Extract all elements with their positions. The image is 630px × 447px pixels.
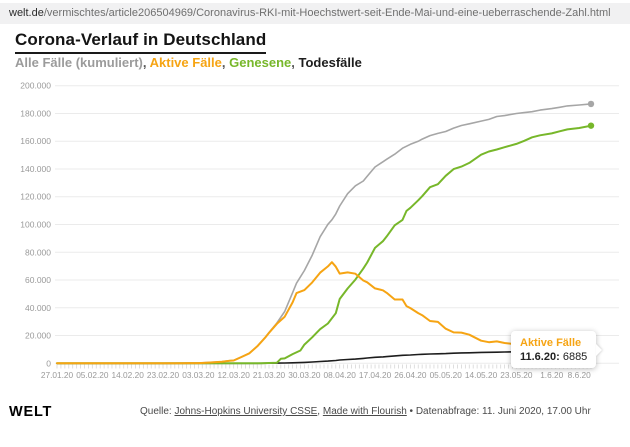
y-axis-label: 140.000 xyxy=(20,164,51,174)
x-axis-label: 8.6.20 xyxy=(568,370,591,380)
series-line-alle-faelle xyxy=(56,103,592,365)
source-suffix: • Datenabfrage: 11. Juni 2020, 17.00 Uhr xyxy=(406,406,591,417)
tooltip-value: 6885 xyxy=(562,351,588,363)
legend-item-todesfaelle: Todesfälle xyxy=(298,55,362,70)
y-axis-label: 40.000 xyxy=(25,303,51,313)
source-link-jhu[interactable]: Johns-Hopkins University CSSE xyxy=(174,406,318,417)
x-axis-label: 03.03.20 xyxy=(182,370,215,380)
series-line-aktive-faelle xyxy=(56,261,592,365)
x-axis-label: 23.02.20 xyxy=(147,370,180,380)
x-axis-label: 30.03.20 xyxy=(288,370,321,380)
x-axis-label: 05.05.20 xyxy=(430,370,463,380)
browser-url-bar[interactable]: welt.de/vermischtes/article206504969/Cor… xyxy=(0,3,630,24)
source-separator: , xyxy=(317,406,323,417)
legend-item-aktive-faelle: Aktive Fälle xyxy=(149,55,222,70)
legend-separator: , xyxy=(221,55,230,70)
y-axis-label: 100.000 xyxy=(20,220,51,230)
y-axis-label: 0 xyxy=(46,358,51,368)
tooltip-value-line: 11.6.20: 6885 xyxy=(520,351,587,363)
url-domain: welt.de xyxy=(9,7,44,19)
y-axis-label: 80.000 xyxy=(25,247,51,257)
y-axis-label: 180.000 xyxy=(20,108,51,118)
series-line-genesene xyxy=(56,124,592,365)
x-axis-label: 23.05.20 xyxy=(500,370,533,380)
tooltip-series-name: Aktive Fälle xyxy=(520,337,582,349)
legend-separator: , xyxy=(291,55,299,70)
tooltip-arrow-icon xyxy=(596,344,603,356)
x-axis-label: 14.02.20 xyxy=(112,370,145,380)
x-axis-label: 27.01.20 xyxy=(41,370,74,380)
x-axis-label: 05.02.20 xyxy=(76,370,109,380)
welt-logo: WELT xyxy=(9,404,53,420)
x-axis-label: 14.05.20 xyxy=(465,370,498,380)
y-axis-label: 160.000 xyxy=(20,136,51,146)
y-axis-label: 200.000 xyxy=(20,81,51,91)
y-axis-label: 60.000 xyxy=(25,275,51,285)
series-end-dot-alle-faelle xyxy=(587,100,595,108)
x-axis-label: 08.04.20 xyxy=(324,370,357,380)
series-end-dot-genesene xyxy=(587,122,595,129)
legend-item-genesene: Genesene xyxy=(229,55,292,70)
y-axis-label: 120.000 xyxy=(20,192,51,202)
y-axis-label: 20.000 xyxy=(25,331,51,341)
x-axis-label: 26.04.20 xyxy=(394,370,427,380)
x-axis-label: 1.6.20 xyxy=(540,370,563,380)
legend-item-alle-faelle: Alle Fälle (kumuliert) xyxy=(15,55,143,70)
page-title: Corona-Verlauf in Deutschland xyxy=(15,30,267,54)
x-axis-label: 12.03.20 xyxy=(218,370,251,380)
legend-separator: , xyxy=(142,55,150,70)
source-prefix: Quelle: xyxy=(140,406,175,417)
x-axis-label: 21.03.20 xyxy=(253,370,286,380)
chart-legend: Alle Fälle (kumuliert), Aktive Fälle, Ge… xyxy=(15,55,362,70)
tooltip-date: 11.6.20: xyxy=(520,351,560,363)
x-axis-label: 17.04.20 xyxy=(359,370,392,380)
url-path: /vermischtes/article206504969/Coronaviru… xyxy=(43,7,611,19)
source-link-flourish[interactable]: Made with Flourish xyxy=(322,406,407,417)
chart-tooltip: Aktive Fälle 11.6.20: 6885 xyxy=(511,331,603,368)
source-line: Quelle: Johns-Hopkins University CSSE, M… xyxy=(140,406,591,417)
